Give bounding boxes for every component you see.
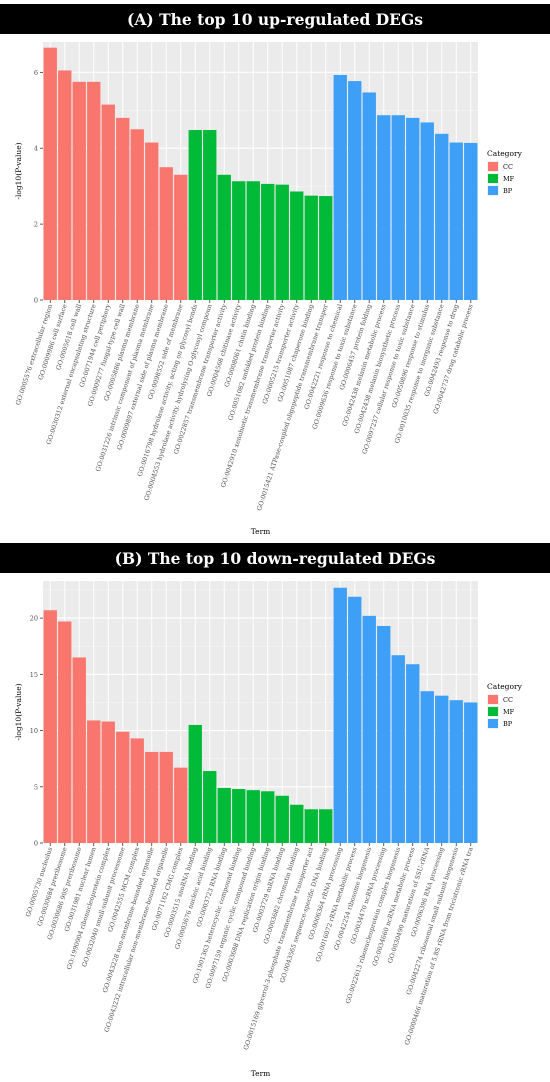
- bar: [406, 664, 420, 843]
- bar: [58, 70, 72, 300]
- bar: [348, 596, 362, 843]
- bar: [217, 174, 231, 300]
- y-tick-label: 0: [34, 840, 38, 848]
- bar: [159, 167, 173, 300]
- bar: [217, 787, 231, 843]
- bar: [116, 731, 130, 843]
- bar: [101, 721, 115, 843]
- chart-title-banner: (B) The top 10 down-regulated DEGs: [0, 543, 550, 573]
- x-axis-title: Term: [251, 1069, 271, 1078]
- legend-swatch: [488, 695, 498, 704]
- bar: [232, 789, 246, 843]
- bar: [261, 791, 275, 843]
- y-tick-label: 15: [30, 671, 38, 679]
- x-tick-label: GO:0015169 glycerol-3-phosphate transmem…: [243, 846, 316, 1051]
- chart-title-banner: (A) The top 10 up-regulated DEGs: [0, 4, 550, 34]
- bar: [130, 129, 144, 300]
- legend-title: Category: [487, 149, 523, 158]
- panel-down-regulated: (B) The top 10 down-regulated DEGs 0 5 10 1…: [0, 543, 550, 1082]
- legend-swatch: [488, 186, 498, 195]
- bar: [290, 804, 304, 843]
- legend-label: CC: [503, 163, 513, 171]
- bar: [275, 184, 289, 300]
- bar: [130, 738, 144, 843]
- bar: [420, 122, 434, 300]
- legend-swatch: [488, 719, 498, 728]
- y-tick-label: 20: [30, 615, 38, 623]
- bar: [449, 142, 463, 300]
- bar: [58, 621, 72, 843]
- bar: [435, 133, 449, 300]
- panel-up-regulated: (A) The top 10 up-regulated DEGs 0 2 4 6 GO:…: [0, 4, 550, 544]
- bar: [290, 191, 304, 300]
- legend-label: CC: [503, 696, 513, 704]
- bar: [188, 130, 202, 300]
- bar: [391, 115, 405, 300]
- legend-swatch: [488, 707, 498, 716]
- bar: [116, 117, 130, 300]
- bar: [420, 691, 434, 843]
- y-tick-label: 2: [34, 221, 38, 229]
- legend-label: MF: [503, 175, 515, 183]
- bar: [188, 724, 202, 843]
- bar: [43, 610, 57, 843]
- legend-label: BP: [503, 720, 513, 728]
- bar: [145, 142, 159, 300]
- x-axis-title: Term: [251, 527, 271, 536]
- bar: [43, 47, 57, 300]
- bar: [275, 795, 289, 843]
- bar: [145, 751, 159, 843]
- bar: [174, 767, 188, 843]
- bar: [203, 771, 217, 843]
- bar: [87, 81, 101, 301]
- legend-title: Category: [487, 682, 523, 691]
- bar: [72, 657, 86, 843]
- bar: [319, 809, 333, 843]
- bar: [319, 196, 333, 300]
- y-axis-title: -log10(P-value): [14, 683, 23, 740]
- bar: [174, 174, 188, 300]
- legend-swatch: [488, 174, 498, 183]
- y-tick-label: 6: [34, 69, 38, 77]
- bar: [246, 181, 260, 300]
- legend-swatch: [488, 162, 498, 171]
- bar: [362, 92, 376, 300]
- bar: [377, 115, 391, 300]
- bar: [232, 181, 246, 300]
- y-tick-label: 4: [34, 145, 38, 153]
- bar: [261, 183, 275, 300]
- bar: [72, 81, 86, 301]
- bar: [391, 655, 405, 843]
- bar: [159, 751, 173, 843]
- bar: [406, 117, 420, 300]
- y-tick-label: 5: [34, 783, 38, 791]
- bar: [333, 587, 347, 843]
- plot-panel: [43, 581, 478, 843]
- y-tick-label: 10: [30, 727, 38, 735]
- y-tick-label: 0: [34, 297, 38, 305]
- y-axis-title: -log10(P-value): [14, 142, 23, 199]
- bar: [333, 75, 347, 300]
- bar: [348, 81, 362, 300]
- plot-panel: [43, 42, 478, 300]
- bar: [304, 809, 318, 843]
- bar: [464, 142, 478, 300]
- bar: [435, 695, 449, 843]
- bar: [246, 790, 260, 843]
- legend-label: BP: [503, 187, 513, 195]
- bar: [464, 702, 478, 843]
- bar: [87, 720, 101, 843]
- bar: [449, 700, 463, 843]
- bar: [203, 130, 217, 300]
- bar: [377, 625, 391, 843]
- bar: [362, 615, 376, 843]
- legend-label: MF: [503, 708, 515, 716]
- bar: [304, 195, 318, 300]
- bar: [101, 104, 115, 301]
